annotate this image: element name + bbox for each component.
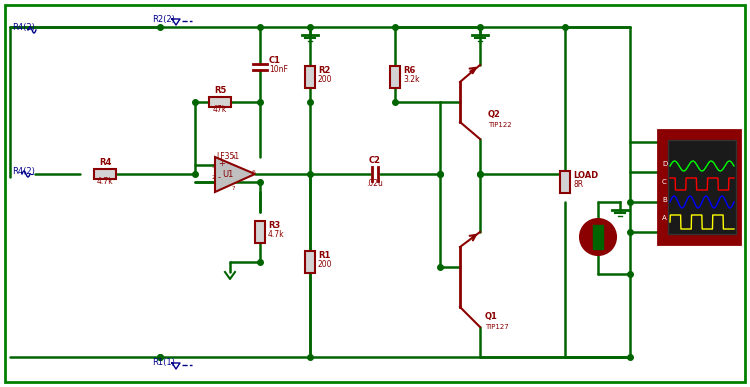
Text: C: C: [662, 179, 667, 185]
Text: R2(2): R2(2): [152, 15, 175, 24]
Text: 2: 2: [212, 175, 216, 180]
Text: R2: R2: [318, 66, 330, 75]
Bar: [209, 97, 231, 107]
Bar: [593, 225, 603, 249]
Text: R4(2): R4(2): [12, 167, 34, 176]
Text: 8R: 8R: [573, 180, 584, 189]
Text: 200: 200: [318, 260, 332, 269]
Text: TIP122: TIP122: [488, 122, 512, 128]
Text: .02u: .02u: [367, 179, 383, 188]
Text: R1(1): R1(1): [152, 358, 175, 367]
Text: -: -: [218, 173, 221, 182]
Text: 47k: 47k: [213, 105, 227, 114]
Text: R5: R5: [214, 86, 226, 95]
Text: Q2: Q2: [488, 110, 501, 119]
Text: 6: 6: [252, 170, 256, 175]
Text: R6: R6: [403, 66, 416, 75]
Text: Q1: Q1: [485, 312, 498, 321]
Bar: [390, 66, 400, 88]
Text: B: B: [662, 197, 667, 203]
Text: +: +: [218, 159, 225, 168]
Bar: [658, 130, 740, 244]
Text: 4.7k: 4.7k: [268, 230, 285, 239]
Text: C2: C2: [369, 156, 381, 165]
Bar: [305, 251, 315, 273]
Text: A: A: [662, 215, 667, 221]
Bar: [94, 169, 116, 179]
Text: 3: 3: [212, 164, 216, 169]
Text: C1: C1: [269, 56, 281, 65]
Text: 200: 200: [318, 75, 332, 84]
Text: LOAD: LOAD: [573, 171, 598, 180]
Text: D: D: [662, 161, 668, 167]
Text: R4(2): R4(2): [12, 23, 34, 32]
Bar: [255, 221, 265, 243]
Text: 10nF: 10nF: [269, 65, 288, 74]
Bar: [560, 171, 570, 193]
Bar: [305, 66, 315, 88]
Text: 3.2k: 3.2k: [403, 75, 419, 84]
Text: R4: R4: [99, 158, 111, 167]
Text: 4: 4: [232, 155, 236, 160]
Text: R1: R1: [318, 251, 330, 260]
Text: 4.7k: 4.7k: [97, 177, 113, 186]
Polygon shape: [215, 157, 255, 192]
Text: R3: R3: [268, 221, 280, 230]
Text: U1: U1: [222, 170, 234, 179]
Text: 7: 7: [232, 186, 236, 191]
Bar: [668, 140, 736, 234]
Circle shape: [580, 219, 616, 255]
Text: LF351: LF351: [217, 152, 239, 161]
Text: TIP127: TIP127: [485, 324, 508, 330]
